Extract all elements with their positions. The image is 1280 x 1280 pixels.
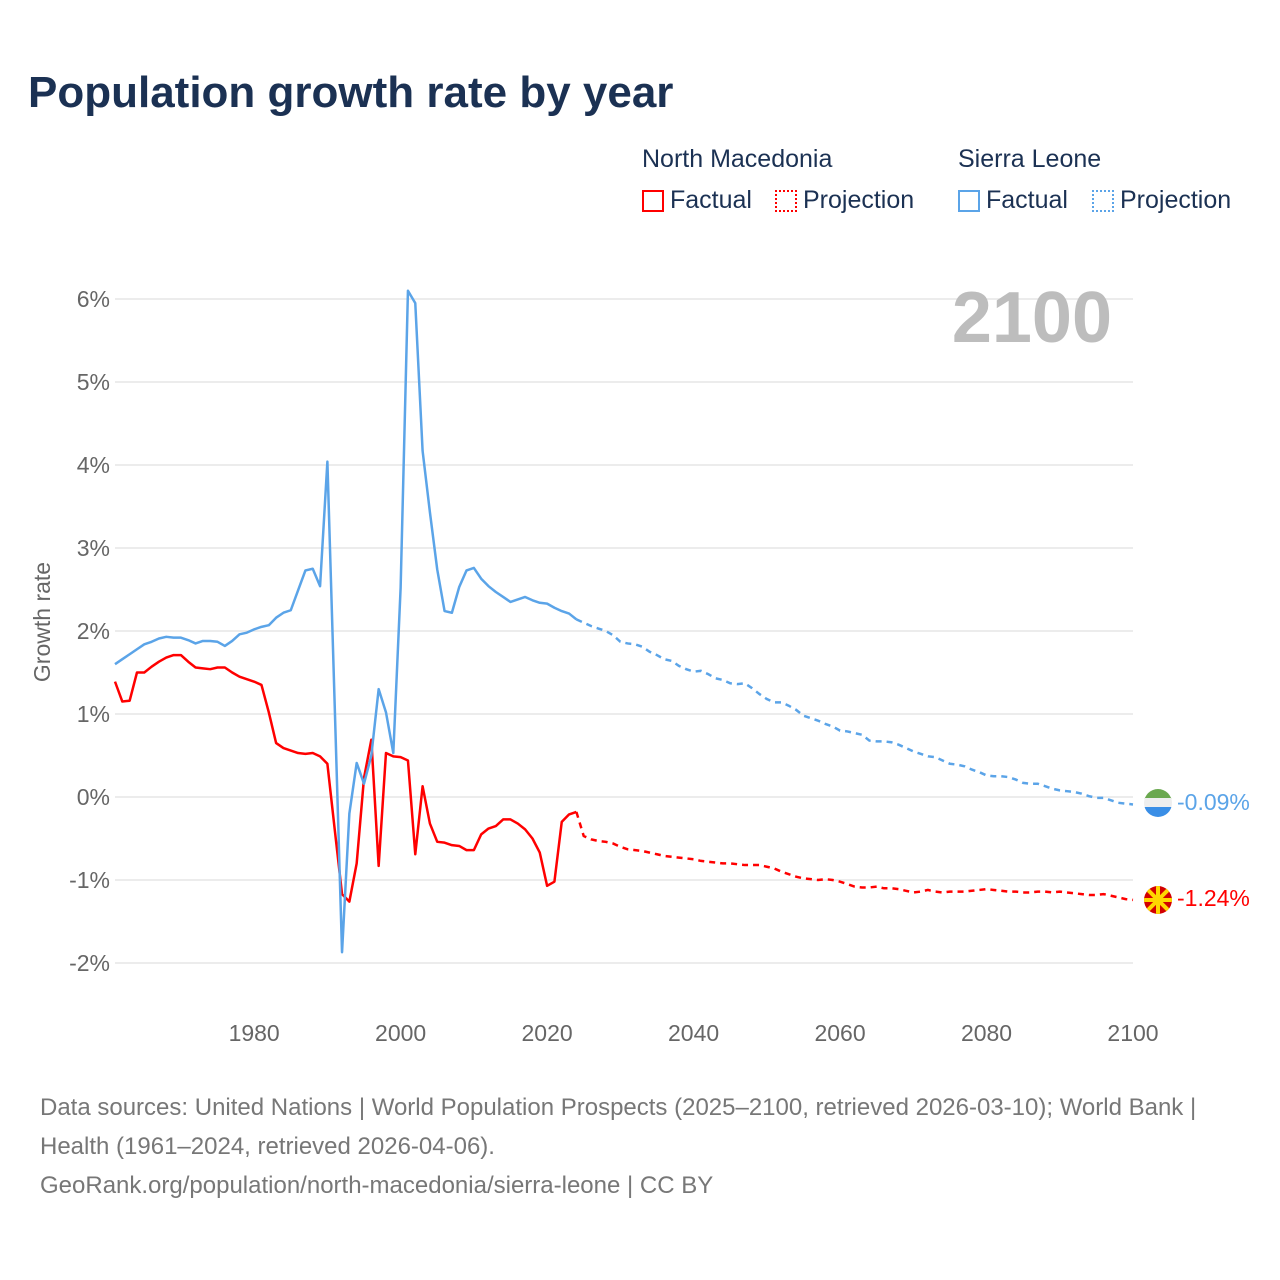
legend-swatch-solid-icon	[958, 189, 980, 212]
x-tick-label: 2080	[961, 1020, 1012, 1046]
legend-label: Projection	[1120, 186, 1232, 214]
x-tick-label: 2100	[1107, 1020, 1158, 1046]
data-sources: Data sources: United Nations | World Pop…	[40, 1094, 1197, 1160]
y-tick-label: 3%	[77, 535, 110, 561]
x-tick-label: 2020	[522, 1020, 573, 1046]
source-link[interactable]: GeoRank.org/population/north-macedonia/s…	[40, 1172, 714, 1199]
x-tick-label: 1980	[229, 1020, 280, 1046]
legend-swatch-solid-icon	[642, 189, 664, 212]
sierra-leone-flag-icon	[1144, 789, 1172, 817]
year-watermark: 2100	[952, 278, 1112, 358]
line-chart: -2% -1% 0% 1% 2% 3% 4% 5% 6% 1980 2000 2020 2040 2060…	[29, 278, 1250, 1046]
legend-label: Projection	[803, 186, 915, 214]
chart-title: Population growth rate by year	[28, 68, 674, 117]
legend-swatch-dotted-icon	[1092, 189, 1114, 212]
legend-label: Factual	[670, 186, 752, 214]
y-tick-label: -2%	[69, 950, 110, 976]
sierra-leone-factual-line	[114, 289, 578, 954]
y-tick-label: 4%	[77, 452, 110, 478]
legend-country-north-macedonia: North Macedonia	[642, 145, 833, 173]
legend-label: Factual	[986, 186, 1068, 214]
x-tick-label: 2000	[375, 1020, 426, 1046]
north-macedonia-flag-icon	[1144, 886, 1172, 914]
legend-item-nm-projection[interactable]: Projection	[775, 186, 914, 215]
legend-item-sl-projection[interactable]: Projection	[1092, 186, 1231, 215]
x-tick-label: 2060	[814, 1020, 865, 1046]
legend-swatch-dotted-icon	[775, 189, 797, 212]
y-tick-label: 5%	[77, 369, 110, 395]
y-axis-label: Growth rate	[29, 562, 55, 682]
end-label-sierra-leone: -0.09%	[1177, 789, 1250, 815]
north-macedonia-projection-line	[575, 811, 1134, 902]
y-tick-label: 0%	[77, 784, 110, 810]
end-label-north-macedonia: -1.24%	[1177, 885, 1250, 911]
y-tick-label: 2%	[77, 618, 110, 644]
y-tick-label: -1%	[69, 867, 110, 893]
footer: Data sources: United Nations | World Pop…	[40, 1088, 1240, 1205]
y-tick-label: 1%	[77, 701, 110, 727]
legend-item-nm-factual[interactable]: Factual	[642, 186, 752, 215]
x-tick-label: 2040	[668, 1020, 719, 1046]
legend-country-sierra-leone: Sierra Leone	[958, 145, 1102, 173]
legend-item-sl-factual[interactable]: Factual	[958, 186, 1068, 215]
y-tick-label: 6%	[77, 286, 110, 312]
sierra-leone-projection-line	[575, 618, 1134, 806]
